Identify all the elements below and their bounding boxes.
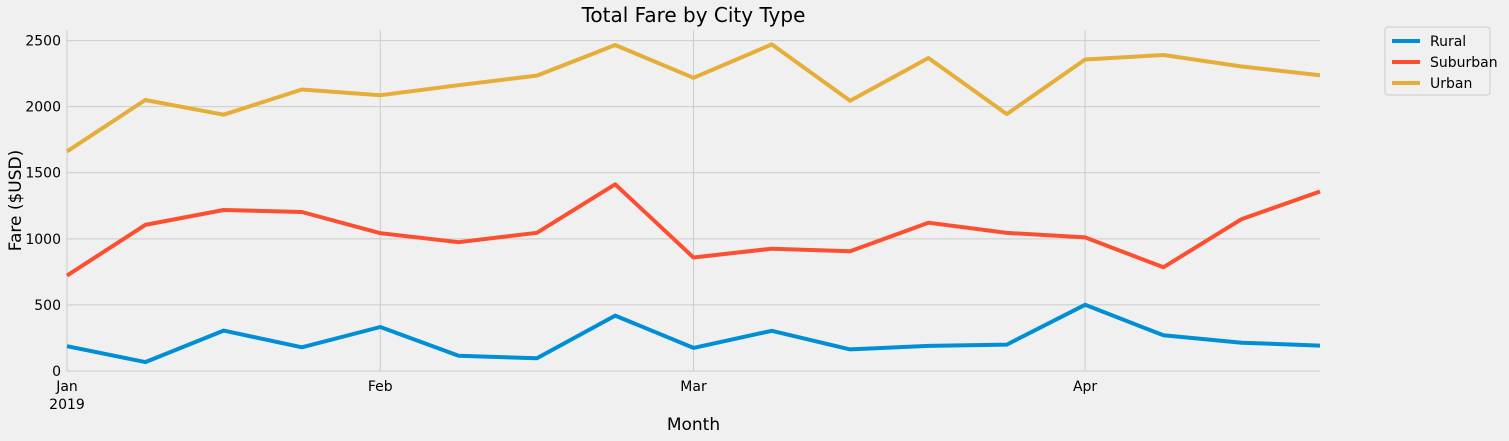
series-line-suburban: [65, 182, 1321, 278]
x-tick-sublabel: 2019: [49, 397, 85, 413]
chart-title: Total Fare by City Type: [581, 3, 806, 27]
legend: Rural Suburban Urban: [1384, 26, 1498, 96]
y-tick-label: 500: [34, 298, 61, 314]
series-line-rural: [66, 302, 1321, 365]
tick-labels: 0 500 1000 1500 2000 2500 Jan 2019 Feb Mar Apr: [25, 34, 1097, 413]
y-tick-label: 2000: [25, 100, 61, 116]
legend-label-suburban: Suburban: [1430, 55, 1498, 71]
y-tick-label: 0: [52, 364, 61, 380]
x-tick-label: Mar: [680, 379, 707, 395]
y-axis-label: Fare ($USD): [6, 150, 26, 252]
x-tick-label: Jan: [55, 379, 78, 395]
x-tick-label: Apr: [1073, 379, 1097, 395]
legend-label-urban: Urban: [1430, 76, 1472, 92]
series-lines: [65, 42, 1321, 365]
y-tick-label: 1000: [25, 232, 61, 248]
legend-label-rural: Rural: [1430, 34, 1466, 50]
x-tick-label: Feb: [368, 379, 393, 395]
grid: [66, 30, 1320, 372]
x-axis-label: Month: [667, 415, 720, 435]
y-tick-label: 2500: [25, 34, 61, 50]
legend-box: [1384, 26, 1491, 96]
y-tick-label: 1500: [25, 166, 61, 182]
series-line-urban: [65, 42, 1321, 154]
